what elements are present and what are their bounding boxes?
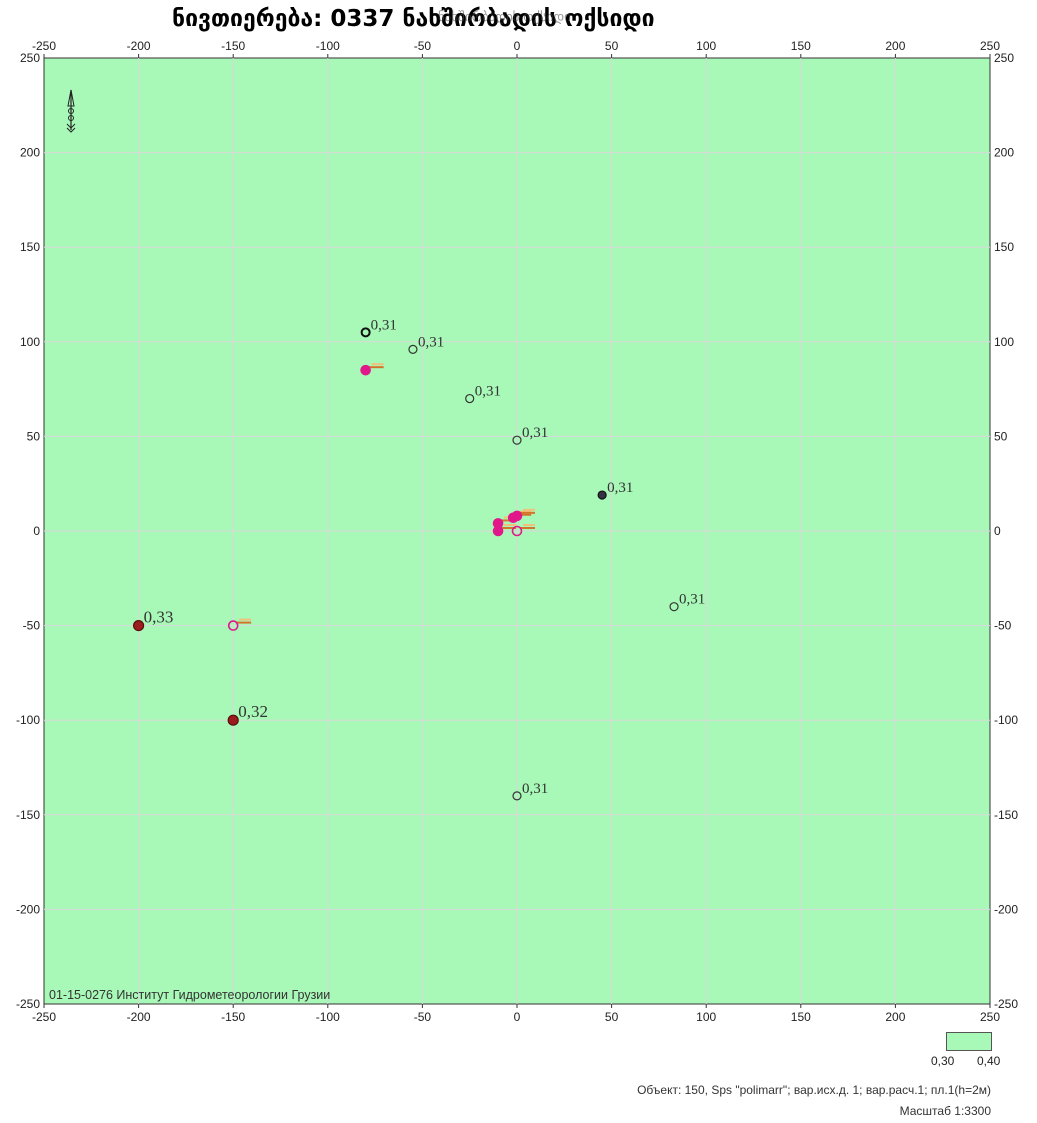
x-tick-label-bottom: 50 [605,1010,619,1024]
x-tick-label-top: 50 [605,39,619,53]
receptor-value-label: 0,31 [679,592,705,608]
x-tick-label-bottom: -250 [32,1010,56,1024]
source-point [492,525,504,537]
scale-text: Масштаб 1:3300 [899,1104,991,1118]
x-tick-label-top: -50 [414,39,432,53]
x-tick-label-bottom: 200 [885,1010,905,1024]
x-tick-label-top: -100 [316,39,340,53]
source-point [511,510,523,522]
y-tick-label-left: -200 [16,902,40,916]
y-tick-label-left: -250 [16,997,40,1011]
receptor-value-label: 0,31 [475,384,501,400]
receptor-value-label: 0,31 [418,334,444,350]
grid-lines [44,58,990,1004]
receptor-value-label: 0,31 [371,317,397,333]
chart-title-overlay: ნახშირბადის ოქსიდი [438,9,571,24]
receptor-point [512,791,522,801]
receptor-point [597,490,607,500]
receptor-value-label: 0,31 [522,425,548,441]
y-tick-label-right: 250 [994,51,1014,65]
receptor-point [465,393,475,404]
legend-color-swatch [946,1032,992,1051]
receptor-value-label: 0,32 [238,702,268,721]
x-tick-label-bottom: 150 [791,1010,811,1024]
x-tick-label-bottom: -100 [316,1010,340,1024]
y-tick-label-left: -150 [16,808,40,822]
y-tick-label-right: -100 [994,713,1018,727]
y-tick-label-left: 250 [20,51,40,65]
x-tick-label-bottom: 0 [514,1010,521,1024]
x-tick-label-bottom: -150 [221,1010,245,1024]
y-tick-label-right: 150 [994,240,1014,254]
north-arrow-icon [66,89,76,133]
y-tick-label-right: 50 [994,429,1008,443]
x-tick-label-top: 200 [885,39,905,53]
source-point [360,364,371,376]
receptor-point [512,435,522,445]
y-tick-label-left: -50 [23,619,41,633]
receptor-value-label: 0,31 [607,480,633,496]
receptor-point [669,602,679,612]
y-tick-label-right: 0 [994,524,1001,538]
y-tick-label-right: -50 [994,619,1012,633]
x-tick-label-bottom: 100 [696,1010,716,1024]
y-tick-label-right: 200 [994,146,1014,160]
watermark-text: 01-15-0276 Институт Гидрометеорологии Гр… [49,988,330,1002]
x-tick-label-top: -150 [221,39,245,53]
y-tick-label-left: -100 [16,713,40,727]
y-tick-label-right: 100 [994,335,1014,349]
x-tick-label-top: 150 [791,39,811,53]
y-tick-label-left: 0 [33,524,40,538]
chart-marks: 0,31 0,31 0,31 0,31 0,31 0,31 0,33 0,32 0,31 [133,317,705,801]
y-tick-label-left: 100 [20,335,40,349]
receptor-point [408,344,418,354]
y-tick-label-right: -200 [994,902,1018,916]
x-tick-label-top: 100 [696,39,716,53]
object-info-text: Объект: 150, Sps "polimarr"; вар.исх.д. … [637,1083,991,1097]
receptor-point [227,714,239,726]
legend-high-value: 0,40 [977,1054,1001,1068]
x-tick-label-top: -250 [32,39,56,53]
x-tick-label-bottom: -50 [414,1010,432,1024]
receptor-value-label: 0,31 [522,781,548,797]
y-tick-label-left: 50 [27,429,41,443]
receptor-point [360,327,371,338]
x-tick-label-top: 250 [980,39,1000,53]
receptor-value-label: 0,33 [144,608,174,627]
y-tick-label-right: -150 [994,808,1018,822]
legend-low-value: 0,30 [931,1054,955,1068]
y-tick-label-left: 150 [20,240,40,254]
chart-title: ნივთიერება: 0337 ნახშირბადის ოქსიდი [172,6,655,32]
x-tick-label-top: 0 [514,39,521,53]
receptor-point [133,619,145,632]
x-tick-label-top: -200 [127,39,151,53]
y-tick-label-right: -250 [994,997,1018,1011]
x-tick-label-bottom: -200 [127,1010,151,1024]
axis-ticks: -250-250-200-200-150-150-100-100-50-5000… [16,39,1018,1024]
y-tick-label-left: 200 [20,146,40,160]
source-point [227,620,239,631]
source-point [511,525,523,537]
x-tick-label-bottom: 250 [980,1010,1000,1024]
